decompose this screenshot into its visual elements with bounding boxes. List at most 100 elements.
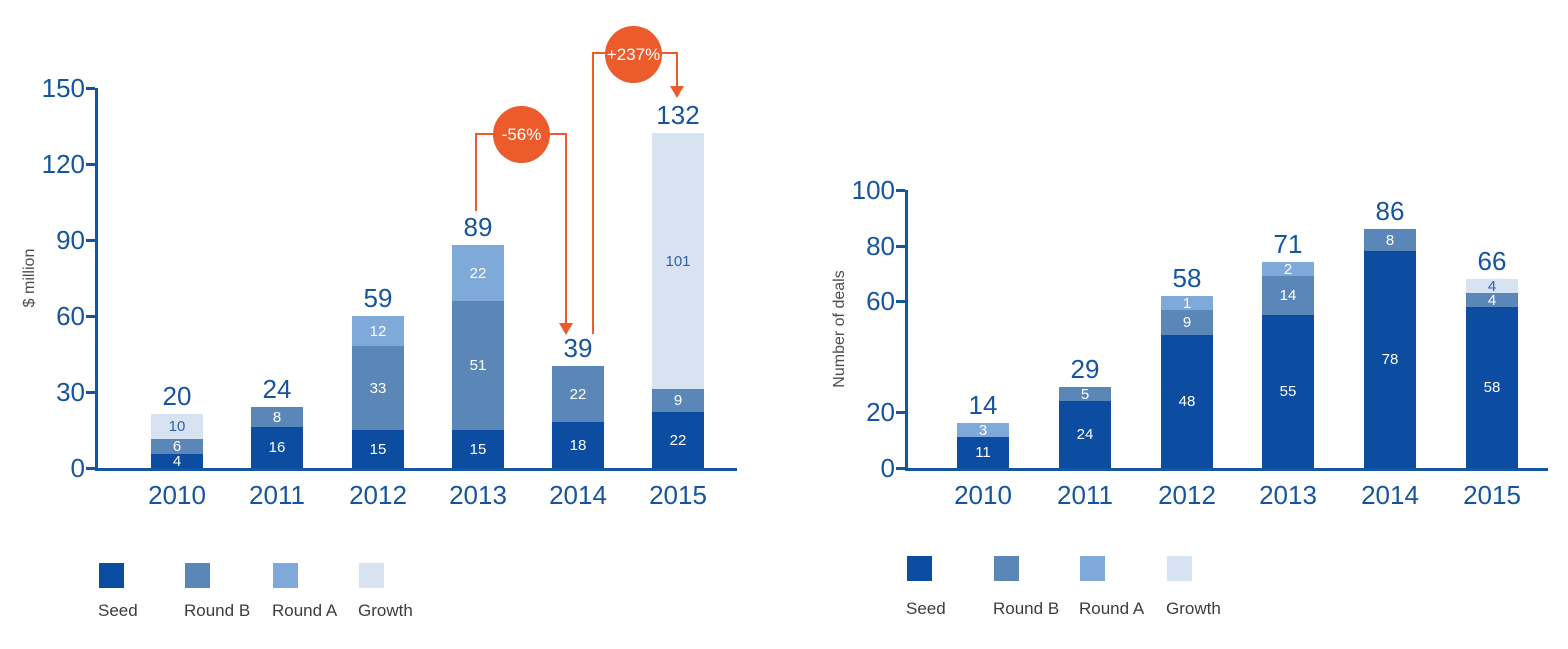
segment-funding-2012-seed: 15 [352, 430, 404, 468]
segment-funding-2013-round-b: 51 [452, 301, 504, 430]
x-tick-label-funding-2012: 2012 [349, 480, 407, 510]
y-tick-label-funding-30: 30 [56, 377, 85, 407]
legend-label-funding-seed: Seed [98, 601, 138, 620]
total-label-funding-2012: 59 [363, 283, 393, 313]
y-tick-label-funding-120: 120 [41, 149, 85, 179]
segment-funding-2010-growth: 10 [151, 414, 203, 439]
segment-funding-2011-seed: 16 [251, 427, 303, 468]
segment-deals-2012-round-b: 9 [1161, 310, 1213, 335]
total-label-funding-2015: 132 [656, 100, 700, 130]
total-label-funding-2010: 20 [162, 381, 192, 411]
segment-deals-2012-round-a: 1 [1161, 296, 1213, 311]
segment-funding-2015-growth: 101 [652, 133, 704, 389]
segment-funding-2014-round-b: 22 [552, 366, 604, 422]
segment-deals-2011-seed: 24 [1059, 401, 1111, 468]
segment-funding-2015-round-b: 9 [652, 389, 704, 412]
legend-swatch-deals-seed [907, 556, 932, 581]
total-label-deals-2015: 66 [1477, 246, 1507, 276]
y-axis-deals [905, 190, 908, 468]
segment-funding-2012-round-a: 12 [352, 316, 404, 346]
x-tick-label-deals-2013: 2013 [1259, 480, 1317, 510]
y-tick-funding-60 [86, 315, 95, 318]
x-tick-label-funding-2010: 2010 [148, 480, 206, 510]
legend-label-deals-round-b: Round B [993, 599, 1060, 618]
total-label-funding-2014: 39 [563, 333, 593, 363]
y-tick-funding-120 [86, 163, 95, 166]
legend-swatch-funding-growth [359, 563, 384, 588]
legend-label-deals-growth: Growth [1166, 599, 1221, 618]
y-tick-label-funding-150: 150 [41, 73, 85, 103]
segment-deals-2014-seed: 78 [1364, 251, 1416, 468]
x-tick-label-funding-2014: 2014 [549, 480, 607, 510]
x-tick-label-funding-2013: 2013 [449, 480, 507, 510]
legend-label-funding-growth: Growth [358, 601, 413, 620]
x-axis-funding [95, 468, 737, 471]
segment-deals-2015-seed: 58 [1466, 307, 1518, 468]
y-tick-label-deals-100: 100 [851, 175, 895, 205]
segment-funding-2015-seed: 22 [652, 412, 704, 468]
x-tick-label-funding-2011: 2011 [249, 480, 305, 510]
y-tick-deals-60 [896, 300, 905, 303]
legend-label-funding-round-a: Round A [272, 601, 338, 620]
total-label-funding-2013: 89 [463, 212, 493, 242]
total-label-deals-2012: 58 [1172, 263, 1202, 293]
pct-change-badge-decline: -56% [493, 106, 550, 163]
x-axis-deals [905, 468, 1548, 471]
y-tick-label-funding-90: 90 [56, 225, 85, 255]
legend-swatch-funding-round-b [185, 563, 210, 588]
segment-funding-2012-round-b: 33 [352, 346, 404, 430]
y-tick-label-funding-60: 60 [56, 301, 85, 331]
segment-deals-2010-round-a: 3 [957, 423, 1009, 438]
y-axis-title-deals: Number of deals [831, 270, 848, 388]
segment-deals-2015-growth: 4 [1466, 279, 1518, 294]
x-tick-label-deals-2011: 2011 [1057, 480, 1113, 510]
legend-swatch-funding-round-a [273, 563, 298, 588]
x-tick-label-deals-2014: 2014 [1361, 480, 1419, 510]
segment-funding-2014-seed: 18 [552, 422, 604, 468]
segment-funding-2010-round-b: 6 [151, 439, 203, 454]
y-tick-funding-90 [86, 239, 95, 242]
segment-funding-2013-round-a: 22 [452, 245, 504, 301]
legend-swatch-funding-seed [99, 563, 124, 588]
y-tick-label-funding-0: 0 [70, 453, 85, 483]
y-tick-deals-80 [896, 245, 905, 248]
pct-change-badge-increase: +237% [605, 26, 662, 83]
legend-swatch-deals-round-a [1080, 556, 1105, 581]
y-tick-funding-150 [86, 87, 95, 90]
y-tick-label-deals-20: 20 [866, 397, 895, 427]
x-tick-label-deals-2015: 2015 [1463, 480, 1521, 510]
segment-deals-2013-round-b: 14 [1262, 276, 1314, 315]
legend-label-deals-round-a: Round A [1079, 599, 1145, 618]
y-tick-funding-0 [86, 467, 95, 470]
segment-funding-2010-seed: 4 [151, 454, 203, 469]
x-tick-label-deals-2012: 2012 [1158, 480, 1216, 510]
total-label-funding-2011: 24 [262, 374, 292, 404]
arrow-down-icon [670, 86, 684, 98]
y-tick-funding-30 [86, 391, 95, 394]
total-label-deals-2011: 29 [1070, 354, 1100, 384]
segment-deals-2013-round-a: 2 [1262, 262, 1314, 277]
y-axis-title-funding: $ million [21, 248, 38, 308]
bracket-line [565, 133, 567, 325]
y-tick-deals-0 [896, 467, 905, 470]
segment-funding-2011-round-b: 8 [251, 407, 303, 427]
segment-deals-2013-seed: 55 [1262, 315, 1314, 468]
arrow-down-icon [559, 323, 573, 335]
segment-deals-2015-round-b: 4 [1466, 293, 1518, 308]
total-label-deals-2013: 71 [1273, 229, 1303, 259]
legend-label-deals-seed: Seed [906, 599, 946, 618]
y-tick-deals-20 [896, 411, 905, 414]
legend-swatch-deals-round-b [994, 556, 1019, 581]
segment-deals-2014-round-b: 8 [1364, 229, 1416, 251]
segment-deals-2010-seed: 11 [957, 437, 1009, 468]
legend-swatch-deals-growth [1167, 556, 1192, 581]
y-tick-deals-100 [896, 189, 905, 192]
segment-deals-2012-seed: 48 [1161, 335, 1213, 468]
segment-deals-2011-round-b: 5 [1059, 387, 1111, 402]
bracket-line [592, 52, 594, 334]
bracket-line [475, 133, 477, 211]
total-label-deals-2010: 14 [968, 390, 998, 420]
segment-funding-2013-seed: 15 [452, 430, 504, 468]
y-axis-funding [95, 88, 98, 468]
